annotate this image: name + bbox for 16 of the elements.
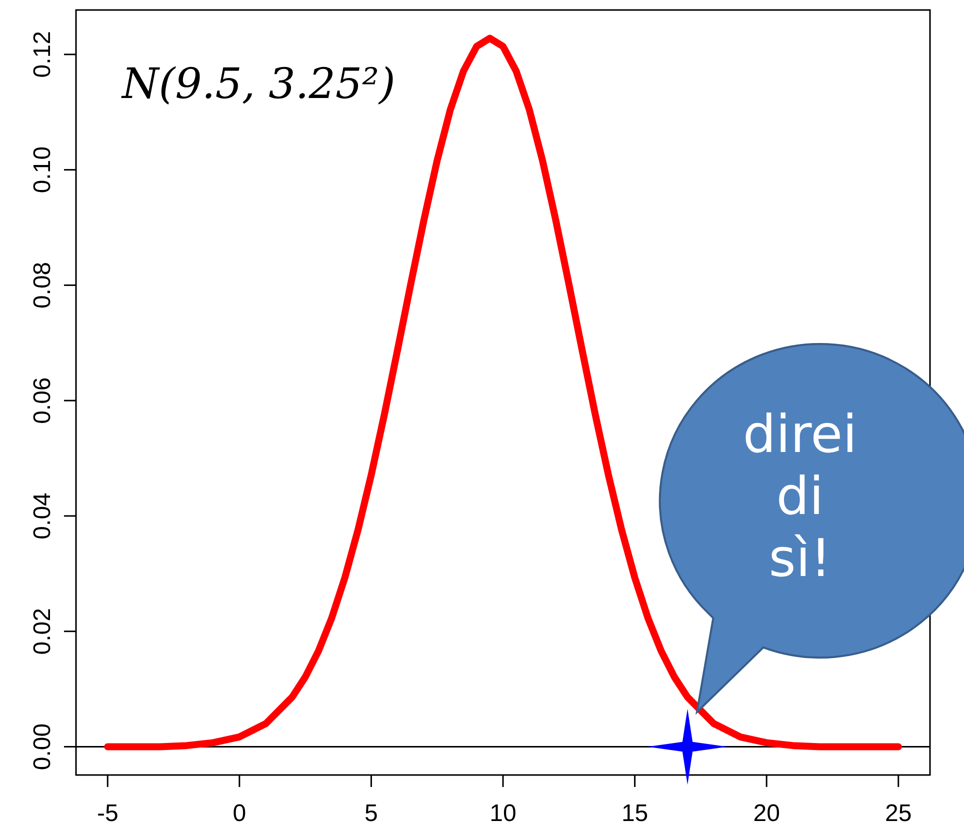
x-tick-label: 5 [364,800,378,827]
x-tick-label: 0 [232,800,246,827]
y-tick-label: 0.04 [29,492,56,540]
y-tick-label: 0.12 [29,31,56,78]
annotation: N(9.5, 3.25²) [121,59,396,108]
x-tick-label: 15 [621,800,648,827]
y-tick-label: 0.00 [29,723,56,770]
x-tick-label: 20 [753,800,780,827]
x-tick-label: 10 [490,800,516,827]
x-tick-label: 25 [885,800,912,827]
y-tick-label: 0.06 [29,377,56,424]
x-tick-label: -5 [96,800,118,827]
y-tick-label: 0.08 [29,262,56,309]
y-tick-label: 0.02 [29,608,56,655]
y-tick-label: 0.10 [29,146,56,194]
annotation: direi di sì! [742,405,858,589]
